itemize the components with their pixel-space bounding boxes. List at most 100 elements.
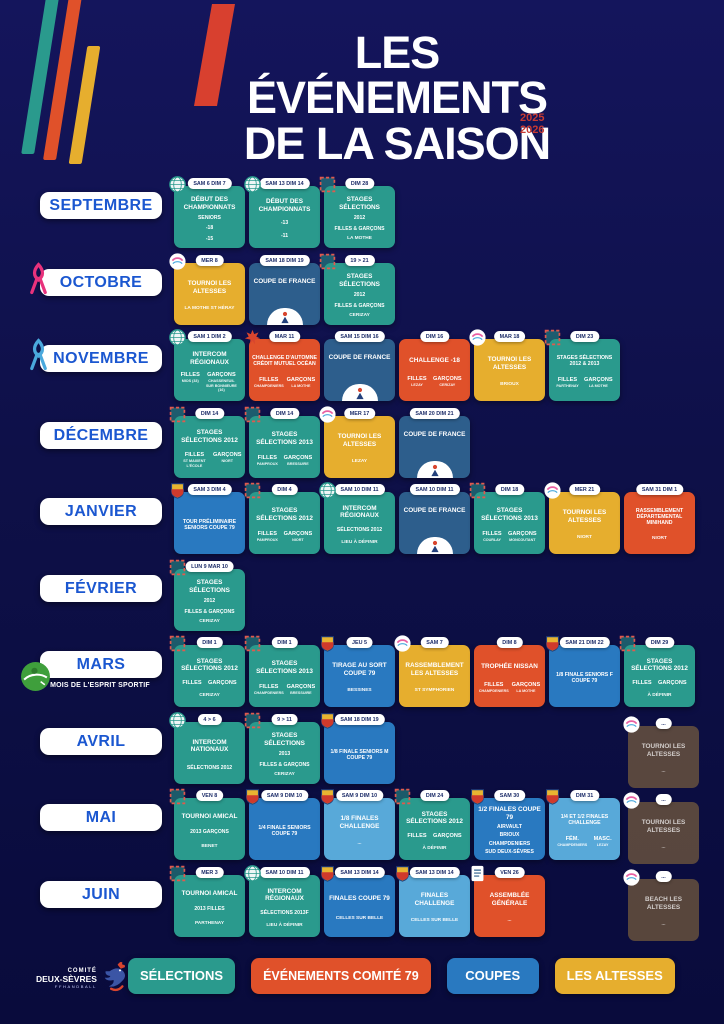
event-column-right: GARÇONS CERIZAY: [433, 376, 462, 388]
event-detail-line: 2013: [278, 751, 291, 758]
event-card[interactable]: SAM 9 DIM 10 1/8 FINALES CHALLENGE...: [321, 789, 395, 860]
event-card[interactable]: SAM 13 DIM 14 FINALES COUPE 79 CELLES SUR …: [321, 866, 395, 937]
event-title: CHALLENGE -18: [409, 356, 460, 364]
event-venue: BRIOUX: [500, 382, 519, 388]
event-card[interactable]: JEU 5 TIRAGE AU SORT COUPE 79 BESSINES: [321, 636, 395, 707]
event-card-body: STAGES SÉLECTIONS 2013 FILLES CHAMPDENIERS…: [251, 651, 318, 705]
event-card[interactable]: 9 > 11 STAGES SÉLECTIONS 2013 FILLES & GARÇ…: [244, 712, 320, 784]
event-columns: FILLES CHAMPDENIERS GARÇONS LA MOTHE: [476, 682, 543, 694]
event-card[interactable]: LUN 9 MAR 10 STAGES SÉLECTIONS 2012 FILLES …: [169, 559, 245, 631]
event-card[interactable]: SAM 31 DIM 1 RASSEMBLEMENT DÉPARTEMENTAL …: [624, 484, 695, 554]
stage-frame-icon: [169, 788, 186, 805]
event-date-badge: DIM 28: [344, 178, 375, 189]
event-date-badge: SAM 13 DIM 14: [409, 867, 460, 878]
event-card[interactable]: MER 8 TOURNOI LES ALTESSES LA MOTHE ST HÉR…: [169, 253, 245, 325]
event-title: RASSEMBLEMENT DÉPARTEMENTAL MINIHAND: [635, 507, 684, 527]
legend-item-blue[interactable]: COUPES: [446, 958, 539, 994]
event-card[interactable]: SAM 6 DIM 7 DÉBUT DES CHAMPIONNATS SENIORS…: [169, 176, 245, 248]
event-column-venue: MONCOUTANT: [509, 538, 536, 543]
event-date-badge: SAM 15 DIM 16: [334, 331, 385, 342]
event-column-left: FILLES ST MAIXENT L'ÉCOLE: [177, 452, 211, 468]
event-title: INTERCOM NATIONAUX: [190, 738, 229, 754]
event-title: INTERCOM RÉGIONAUX: [265, 887, 304, 903]
legend-item-yellow[interactable]: LES ALTESSES: [554, 958, 675, 994]
month-row-2: NOVEMBRE SAM 1 DIM 2 INTERCOM RÉGIONAUX FIL…: [0, 329, 724, 406]
event-card[interactable]: DIM 16 CHALLENGE -18 FILLES LEZAY GARÇONS CER…: [399, 331, 470, 401]
event-detail-line: SÉLECTIONS 2012: [336, 526, 383, 533]
event-card[interactable]: SAM 10 DIM 11 INTERCOM RÉGIONAUX SÉLECTION…: [244, 865, 320, 937]
event-card[interactable]: MER 3 TOURNOI AMICAL 2013 FILLES PARTHENAY: [169, 865, 245, 937]
brand-block: COMITÉ DEUX-SÈVRES FFHANDBALL: [36, 960, 132, 998]
event-column-left: FILLES COURLAY: [482, 531, 501, 543]
event-card[interactable]: DIM 18 STAGES SÉLECTIONS 2013 FILLES COURLA…: [469, 482, 545, 554]
event-card[interactable]: SAM 7 RASSEMBLEMENT LES ALTESSES ST SYMPHO…: [394, 635, 470, 707]
event-card[interactable]: DIM 24 STAGES SÉLECTIONS 2012 FILLES GARÇON…: [394, 788, 470, 860]
event-column-heading: FILLES: [182, 679, 202, 686]
event-card[interactable]: SAM 18 DIM 19 1/8 FINALE SENIORS M COUPE …: [321, 713, 395, 784]
event-card[interactable]: SAM 13 DIM 14 FINALES CHALLENGE CELLES SUR…: [396, 866, 470, 937]
event-card[interactable]: DIM 1 STAGES SÉLECTIONS 2012 FILLES GARÇONS…: [169, 635, 245, 707]
event-card[interactable]: DIM 29 STAGES SÉLECTIONS 2012 FILLES GARÇON…: [619, 635, 695, 707]
event-card[interactable]: SAM 1 DIM 2 INTERCOM RÉGIONAUX FILLES MIOS …: [169, 329, 245, 401]
legend-item-teal[interactable]: SÉLECTIONS: [128, 958, 236, 994]
event-column-right: GARÇONS MONCOUTANT: [508, 531, 537, 543]
month-label: MARS: [40, 651, 162, 678]
event-card[interactable]: VEN 8 TOURNOI AMICAL 2013 GARÇONS BENET: [169, 788, 245, 860]
ffhandball-rooster-icon: [100, 960, 132, 998]
event-venue: NIORT: [652, 536, 667, 542]
event-column-right: GARÇONS: [208, 680, 237, 686]
event-card[interactable]: SAM 15 DIM 16 COUPE DE FRANCE: [324, 331, 395, 401]
ribbon-blue-icon: [27, 338, 50, 372]
event-card[interactable]: DIM 14 STAGES SÉLECTIONS 2012 FILLES ST MAI…: [169, 406, 245, 478]
event-date-badge: SAM 13 DIM 14: [334, 867, 385, 878]
event-column-heading: FILLES: [257, 455, 277, 462]
event-card[interactable]: MER 21 TOURNOI LES ALTESSES NIORT: [544, 482, 620, 554]
event-card[interactable]: DIM 8 TROPHÉE NISSAN FILLES CHAMPDENIERS GAR…: [474, 637, 545, 707]
event-card[interactable]: 19 > 21 STAGES SÉLECTIONS 2012 FILLES & GAR…: [319, 253, 395, 325]
event-title: FINALES COUPE 79: [329, 894, 390, 902]
event-card[interactable]: DIM 4 STAGES SÉLECTIONS 2012 FILLES PAMPROU…: [244, 482, 320, 554]
event-column-venue: PAMPROUX: [256, 462, 278, 467]
event-columns: FILLES CHAMPDENIERS GARÇONS BRESSUIRE: [251, 684, 318, 696]
event-title: TOURNOI LES ALTESSES: [187, 279, 232, 295]
event-card[interactable]: SAM 20 DIM 21 COUPE DE FRANCE: [399, 408, 470, 478]
event-card-body: TOUR PRÉLIMINAIRE SENIORS COUPE 79: [176, 498, 243, 552]
event-card[interactable]: DIM 1 STAGES SÉLECTIONS 2013 FILLES CHAMPDE…: [244, 635, 320, 707]
event-card[interactable]: DIM 14 STAGES SÉLECTIONS 2013 FILLES PAMPRO…: [244, 406, 320, 478]
event-date-badge: DIM 23: [569, 331, 600, 342]
event-card[interactable]: SAM 3 DIM 4 TOUR PRÉLIMINAIRE SENIORS COU…: [171, 483, 245, 554]
event-card[interactable]: SAM 21 DIM 22 1/8 FINALE SENIORS F COUPE …: [546, 636, 620, 707]
event-card[interactable]: SAM 10 DIM 11 COUPE DE FRANCE: [399, 484, 470, 554]
event-card-body: 1/8 FINALES CHALLENGE...: [326, 804, 393, 858]
event-card[interactable]: SAM 13 DIM 14 DÉBUT DES CHAMPIONNATS -13 -1…: [244, 176, 320, 248]
event-column-venue: LEZAY: [411, 382, 423, 387]
event-card[interactable]: ... TOURNOI LES ALTESSES...: [623, 716, 699, 788]
month-label: AVRIL: [40, 728, 162, 755]
altesses-icon: [544, 482, 561, 499]
event-column-heading: GARÇONS: [286, 377, 316, 384]
event-date-badge: MER 17: [343, 408, 376, 419]
legend-item-orange[interactable]: ÉVÉNEMENTS COMITÉ 79: [251, 958, 431, 994]
event-card-body: INTERCOM RÉGIONAUX FILLES MIOS (33) GARÇONS…: [176, 345, 243, 399]
event-card[interactable]: SAM 10 DIM 11 INTERCOM RÉGIONAUX SÉLECTION…: [319, 482, 395, 554]
event-card[interactable]: SAM 18 DIM 19 COUPE DE FRANCE: [249, 255, 320, 325]
event-card[interactable]: SAM 30 1/2 FINALES COUPE 79 AIRVAULT BRIOUX…: [471, 789, 545, 860]
event-card[interactable]: DIM 28 STAGES SÉLECTIONS 2012 FILLES & GARÇ…: [319, 176, 395, 248]
event-card[interactable]: 4 > 6 INTERCOM NATIONAUX SÉLECTIONS 2012: [169, 712, 245, 784]
event-card[interactable]: DIM 31 1/4 ET 1/2 FINALES CHALLENGE FÉM. CH…: [546, 789, 620, 860]
event-card[interactable]: MAR 11 CHALLENGE D'AUTOMNE CRÉDIT MUTUEL …: [244, 329, 320, 401]
event-card-body: TROPHÉE NISSAN FILLES CHAMPDENIERS GARÇONS L…: [476, 651, 543, 705]
event-column-venue: CERIZAY: [439, 382, 456, 387]
month-label: DÉCEMBRE: [40, 422, 162, 449]
event-date-badge: VEN 26: [494, 867, 525, 878]
month-cards: VEN 8 TOURNOI AMICAL 2013 GARÇONS BENET SAM …: [169, 788, 620, 860]
event-title: COUPE DE FRANCE: [403, 431, 466, 438]
event-card[interactable]: MER 17 TOURNOI LES ALTESSES LEZAY: [319, 406, 395, 478]
event-card[interactable]: SAM 9 DIM 10 1/4 FINALE SENIORS COUPE 79: [246, 789, 320, 860]
event-card[interactable]: VEN 26 ASSEMBLÉE GÉNÉRALE...: [471, 865, 545, 937]
event-card[interactable]: ... TOURNOI LES ALTESSES...: [623, 792, 699, 864]
event-date-badge: DIM 8: [496, 637, 523, 648]
event-card[interactable]: ... BEACH LES ALTESSES...: [623, 869, 699, 941]
event-card[interactable]: DIM 23 STAGES SÉLECTIONS 2012 & 2013 FILLE…: [544, 329, 620, 401]
event-card[interactable]: MAR 18 TOURNOI LES ALTESSES BRIOUX: [469, 329, 545, 401]
